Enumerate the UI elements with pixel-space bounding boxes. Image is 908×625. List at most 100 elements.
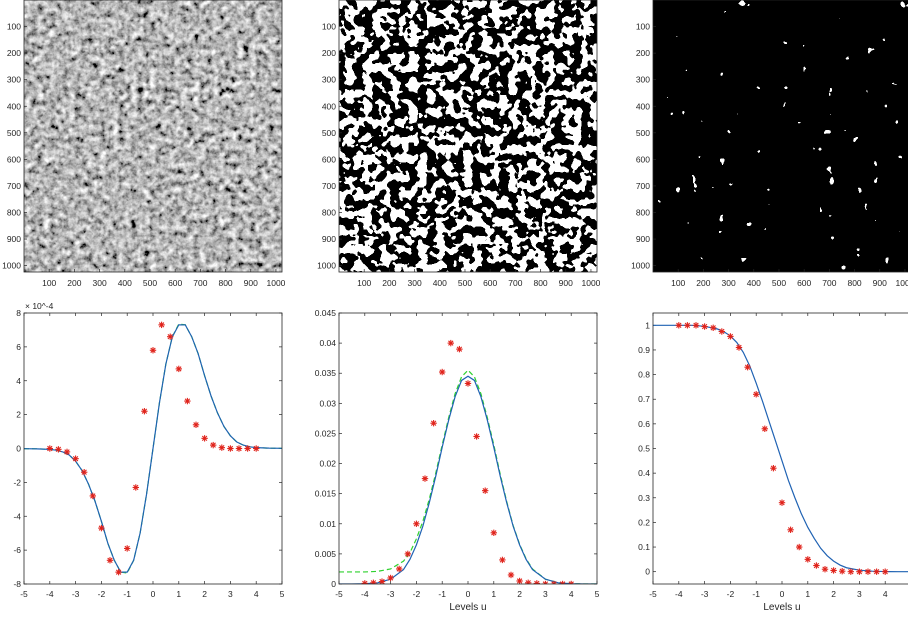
image-panel-3: 100 200 300 400 500 600 700 800 900 1000 100 200 300… — [631, 0, 908, 288]
x-axis-label: Levels u — [449, 602, 486, 613]
data-point-marker — [550, 580, 558, 584]
plot-area — [339, 339, 597, 584]
x-tick-label: -2 — [727, 589, 735, 599]
image-panel-1: 100 200 300 400 500 600 700 800 900 1000 100 200 300… — [2, 0, 286, 288]
x-tick-label: 500 — [772, 278, 786, 288]
image-panel-2: 100 200 300 400 500 600 700 800 900 1000 100 200 300… — [317, 0, 601, 288]
y-tick-label: 8 — [16, 308, 21, 318]
y-tick-label: 1000 — [2, 261, 21, 271]
data-point-marker — [98, 524, 105, 532]
image-frame — [338, 0, 598, 273]
x-tick-label: 600 — [168, 278, 182, 288]
x-tick-label: -3 — [701, 589, 709, 599]
data-point-marker — [132, 484, 139, 491]
data-point-marker — [158, 321, 165, 329]
x-tick-label: 3 — [543, 589, 548, 599]
x-tick-label: 3 — [228, 589, 233, 599]
y-tick-label: 0.045 — [315, 308, 337, 318]
x-tick-label: 5 — [595, 589, 600, 599]
data-point-marker — [209, 441, 217, 449]
data-point-marker — [439, 368, 446, 376]
data-point-marker — [559, 580, 566, 584]
data-point-marker — [482, 487, 489, 494]
y-tick-label: 0.8 — [638, 370, 650, 380]
data-point-marker — [873, 568, 880, 575]
x-tick-label: 100 — [357, 278, 371, 288]
y-tick-label: 0.9 — [638, 345, 650, 355]
data-point-marker — [684, 322, 691, 329]
data-point-marker — [744, 364, 751, 371]
x-tick-label: 1 — [491, 589, 496, 599]
y-tick-label: 100 — [636, 22, 650, 32]
data-point-marker — [421, 475, 429, 482]
x-tick-label: 2 — [831, 589, 836, 599]
y-tick-label: 0.6 — [638, 419, 650, 429]
data-point-marker — [456, 345, 463, 353]
x-tick-label: 0 — [466, 589, 471, 599]
x-tick-label: 200 — [382, 278, 396, 288]
y-tick-label: 1 — [645, 320, 650, 330]
x-tick-label: 300 — [407, 278, 421, 288]
x-tick-label: 1 — [176, 589, 181, 599]
x-tick-label: 4 — [883, 589, 888, 599]
plot-panel-1: -5 -4 -3 -2 -1 0 1 2 3 4 5 -8 -6 -4 -2 0 2 4 6 8 × 10^-4 — [13, 301, 284, 599]
x-tick-label: -5 — [335, 589, 343, 599]
plot-frame — [652, 312, 908, 585]
data-point-marker — [516, 577, 523, 584]
y-tick-label: 1000 — [631, 261, 650, 271]
y-tick-label: 700 — [322, 181, 336, 191]
data-point-marker — [718, 328, 726, 335]
x-tick-label: -1 — [438, 589, 446, 599]
x-tick-label: -1 — [752, 589, 760, 599]
x-tick-label: -5 — [649, 589, 657, 599]
y-tick-label: 0.1 — [638, 542, 650, 552]
plot-area — [24, 321, 282, 576]
x-tick-label: -5 — [20, 589, 28, 599]
data-point-marker — [709, 324, 717, 331]
x-tick-label: 800 — [218, 278, 232, 288]
data-point-marker — [244, 445, 251, 452]
y-tick-label: 0.02 — [319, 459, 336, 469]
data-point-marker — [464, 380, 472, 387]
x-tick-label: 500 — [143, 278, 157, 288]
x-tick-label: 900 — [559, 278, 573, 288]
data-point-marker — [370, 579, 377, 584]
x-tick-label: 900 — [244, 278, 258, 288]
data-point-marker — [701, 323, 708, 330]
y-tick-label: 800 — [636, 208, 650, 218]
y-tick-label: -2 — [13, 477, 21, 487]
x-tick-label: 700 — [822, 278, 836, 288]
y-tick-label: 200 — [322, 48, 336, 58]
x-tick-label: 100 — [671, 278, 685, 288]
x-tick-label: 100 — [42, 278, 56, 288]
data-point-marker — [507, 571, 515, 579]
data-point-marker — [218, 444, 226, 451]
data-point-marker — [80, 469, 88, 476]
y-tick-label: 0.025 — [315, 428, 337, 438]
x-tick-label: 400 — [747, 278, 761, 288]
data-point-marker — [404, 550, 412, 558]
x-tick-label: 700 — [193, 278, 207, 288]
plot-panel-3: -5-4-3-2-101234500.10.20.30.40.50.60.70.… — [638, 312, 908, 613]
y-tick-label: 600 — [636, 154, 650, 164]
y-tick-label: 300 — [636, 75, 650, 85]
data-point-marker — [804, 556, 811, 563]
data-point-marker — [55, 446, 62, 453]
data-point-marker — [72, 455, 79, 462]
y-tick-label: 800 — [7, 208, 21, 218]
y-tick-label: -4 — [13, 511, 21, 521]
plot-background — [653, 313, 908, 584]
data-point-marker — [830, 567, 837, 574]
y-tick-label: 0.03 — [319, 398, 336, 408]
plot-frame — [338, 312, 598, 585]
data-point-marker — [753, 391, 760, 398]
data-point-marker — [524, 579, 532, 584]
x-tick-label: 300 — [721, 278, 735, 288]
data-point-marker — [770, 465, 777, 472]
x-tick-label: 400 — [118, 278, 132, 288]
image-frame — [23, 0, 283, 273]
data-point-marker — [141, 408, 148, 415]
x-tick-label: 5 — [280, 589, 285, 599]
y-tick-label: 0.01 — [319, 519, 336, 529]
data-point-marker — [447, 339, 454, 347]
